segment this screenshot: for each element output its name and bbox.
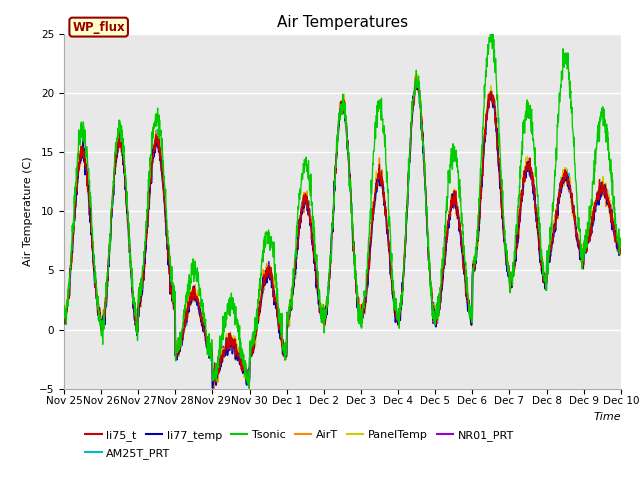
Legend: AM25T_PRT: AM25T_PRT — [81, 444, 175, 463]
Text: Time: Time — [593, 412, 621, 422]
Y-axis label: Air Temperature (C): Air Temperature (C) — [23, 156, 33, 266]
Text: WP_flux: WP_flux — [72, 21, 125, 34]
Title: Air Temperatures: Air Temperatures — [277, 15, 408, 30]
